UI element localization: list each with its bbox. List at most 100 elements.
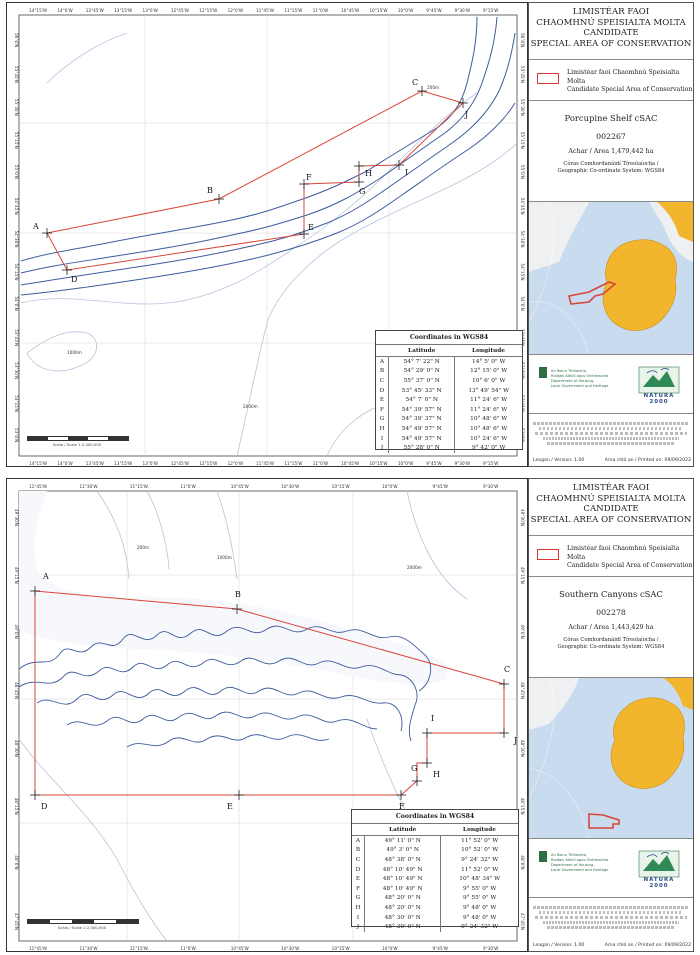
- coordinate-row: J 48° 30' 0" N 9° 24' 32" W: [352, 922, 518, 932]
- longitude-value: 11° 52' 0" W: [461, 837, 499, 844]
- longitude-tick: 11°0'W: [313, 461, 328, 466]
- legend-panel: LIMISTÉAR FAOI CHAOMHNÚ SPEISIALTA MOLTA…: [528, 2, 694, 467]
- site-code: 002278: [596, 608, 626, 617]
- site-code: 002267: [596, 132, 626, 141]
- longitude-tick: 12°0'W: [228, 461, 243, 466]
- title-line: LIMISTÉAR FAOI: [572, 7, 650, 17]
- col-latitude: Latitude: [388, 345, 455, 357]
- longitude-tick: 10°15'W: [332, 946, 350, 951]
- longitude-tick: 12°0'W: [228, 8, 243, 13]
- vertex-c: C: [412, 78, 427, 96]
- vertex-f: F: [396, 790, 406, 811]
- longitude-tick: 12°45'W: [171, 461, 189, 466]
- longitude-tick: 9°45'W: [433, 484, 448, 489]
- locator-inset: [529, 678, 693, 839]
- latitude-tick: 55°15'N: [14, 132, 19, 149]
- point-id: J: [352, 922, 365, 932]
- legend-label: Candidate Special Area of Conservation: [567, 562, 693, 569]
- latitude-tick: 48°30'N: [520, 740, 525, 757]
- copyright-notes: [529, 414, 693, 445]
- latitude-value: 48° 10' 49" N: [364, 864, 442, 875]
- longitude-tick: 9°30'W: [455, 461, 470, 466]
- latitude-value: 53° 45' 33" N: [388, 385, 456, 396]
- longitude-tick: 11°30'W: [79, 484, 97, 489]
- latitude-value: 54° 39' 37" N: [388, 414, 456, 425]
- vertex-label: A: [32, 222, 39, 231]
- vertex-i: I: [394, 160, 408, 177]
- latitude-tick: 48°0'N: [520, 855, 525, 869]
- longitude-value: 11° 52' 0" W: [461, 866, 499, 873]
- point-id: D: [352, 864, 365, 875]
- longitude-tick: 14°0'W: [57, 461, 72, 466]
- legend-panel: LIMISTÉAR FAOI CHAOMHNÚ SPEISIALTA MOLTA…: [528, 478, 694, 952]
- latitude-tick: 49°30'N: [14, 509, 19, 526]
- latitude-tick: 54°15'N: [520, 263, 525, 280]
- vertex-label: G: [411, 764, 417, 773]
- coordinate-row: H 54° 49' 57" N 10° 48' 6" W: [376, 424, 522, 434]
- latitude-tick: 55°0'N: [520, 165, 525, 179]
- vertex-c: C: [499, 665, 510, 689]
- latitude-tick: 48°45'N: [520, 682, 525, 699]
- vertex-label: B: [207, 186, 213, 195]
- latitude-value: 54° 7' 22" N: [388, 356, 456, 367]
- longitude-value: 9° 24' 32" W: [461, 924, 499, 931]
- dept-line: Department of Housing,: [551, 379, 595, 383]
- point-id: G: [352, 893, 365, 904]
- crs-label: Córas Comhordanáidí Tíreolaíocha /: [563, 161, 659, 167]
- longitude-value: 11° 24' 6" W: [470, 397, 508, 404]
- latitude-tick: 49°0'N: [14, 624, 19, 638]
- dept-line: Rialtais Áitiúil agus Oidhreachta: [551, 374, 609, 378]
- dept-line: An Roinn Tithíochta,: [551, 369, 588, 373]
- longitude-tick: 11°15'W: [130, 946, 148, 951]
- site-name: Southern Canyons cSAC: [559, 589, 663, 599]
- longitude-tick: 9°45'W: [433, 946, 448, 951]
- latitude-value: 48° 20' 0" N: [364, 903, 442, 913]
- longitude-tick: 10°0'W: [398, 461, 413, 466]
- legend: Limistéar faoi Chaomhnú Speisialta Molta…: [529, 60, 693, 101]
- site-area: Achar / Area 1,443,429 ha: [568, 623, 654, 631]
- depth-label: 1000m: [67, 350, 82, 355]
- longitude-value: 9° 48' 0" W: [462, 904, 497, 911]
- vertex-label: B: [235, 590, 241, 599]
- legend-label: Limistéar faoi Chaomhnú Speisialta Molta: [567, 545, 680, 561]
- natura-2000-logo: NATURA 2000: [633, 847, 685, 889]
- vertex-d: D: [62, 265, 77, 284]
- longitude-tick: 11°30'W: [79, 946, 97, 951]
- latitude-value: 54° 7' 0" N: [388, 395, 456, 405]
- vertex-markers: A B C D E F G H I J: [30, 572, 517, 811]
- vertex-label: H: [433, 770, 440, 779]
- longitude-tick: 14°15'W: [29, 8, 47, 13]
- latitude-value: 54° 49' 57" N: [388, 424, 456, 434]
- map-neatline: [18, 490, 518, 942]
- latitude-value: 55° 37' 0" N: [388, 376, 456, 386]
- point-id: F: [352, 883, 365, 894]
- site-name: Porcupine Shelf cSAC: [564, 113, 658, 123]
- scale-bar: Scála / Scale 1:2,000,000: [27, 436, 129, 447]
- longitude-value: 9° 55' 0" W: [462, 895, 497, 902]
- latitude-tick: 49°0'N: [520, 624, 525, 638]
- coordinates-grid: Latitude Longitude A 54° 7' 22" N 14° 5' 0"…: [376, 345, 522, 453]
- point-id: E: [376, 395, 389, 405]
- coordinates-title: Coordinates in WGS84: [376, 331, 522, 345]
- vertex-label: H: [365, 169, 372, 178]
- longitude-tick: 9°45'W: [426, 461, 441, 466]
- coordinate-row: A 49° 11' 0" N 11° 52' 0" W: [352, 835, 518, 846]
- longitude-tick: 11°45'W: [29, 946, 47, 951]
- coordinate-row: I 54° 49' 57" N 10° 24' 6" W: [376, 433, 522, 444]
- vertex-label: C: [504, 665, 510, 674]
- vertex-j: J: [458, 98, 468, 119]
- latitude-tick: 55°45'N: [520, 66, 525, 83]
- point-id: C: [352, 855, 365, 865]
- coordinate-row: C 48° 38' 0" N 9° 24' 32" W: [352, 855, 518, 865]
- longitude-value: 10° 48' 6" W: [470, 416, 508, 423]
- latitude-tick: 55°30'N: [14, 99, 19, 116]
- coordinate-row: D 53° 45' 33" N 13° 49' 54" W: [376, 385, 522, 396]
- longitude-value: 10° 24' 6" W: [470, 435, 508, 442]
- coordinate-row: G 48° 20' 0" N 9° 55' 0" W: [352, 893, 518, 904]
- longitude-tick: 11°15'W: [130, 484, 148, 489]
- title-line: SPECIAL AREA OF CONSERVATION: [530, 38, 692, 49]
- coordinates-grid: Latitude Longitude A 49° 11' 0" N 11° 52' 0…: [352, 824, 518, 932]
- longitude-tick: 9°30'W: [455, 8, 470, 13]
